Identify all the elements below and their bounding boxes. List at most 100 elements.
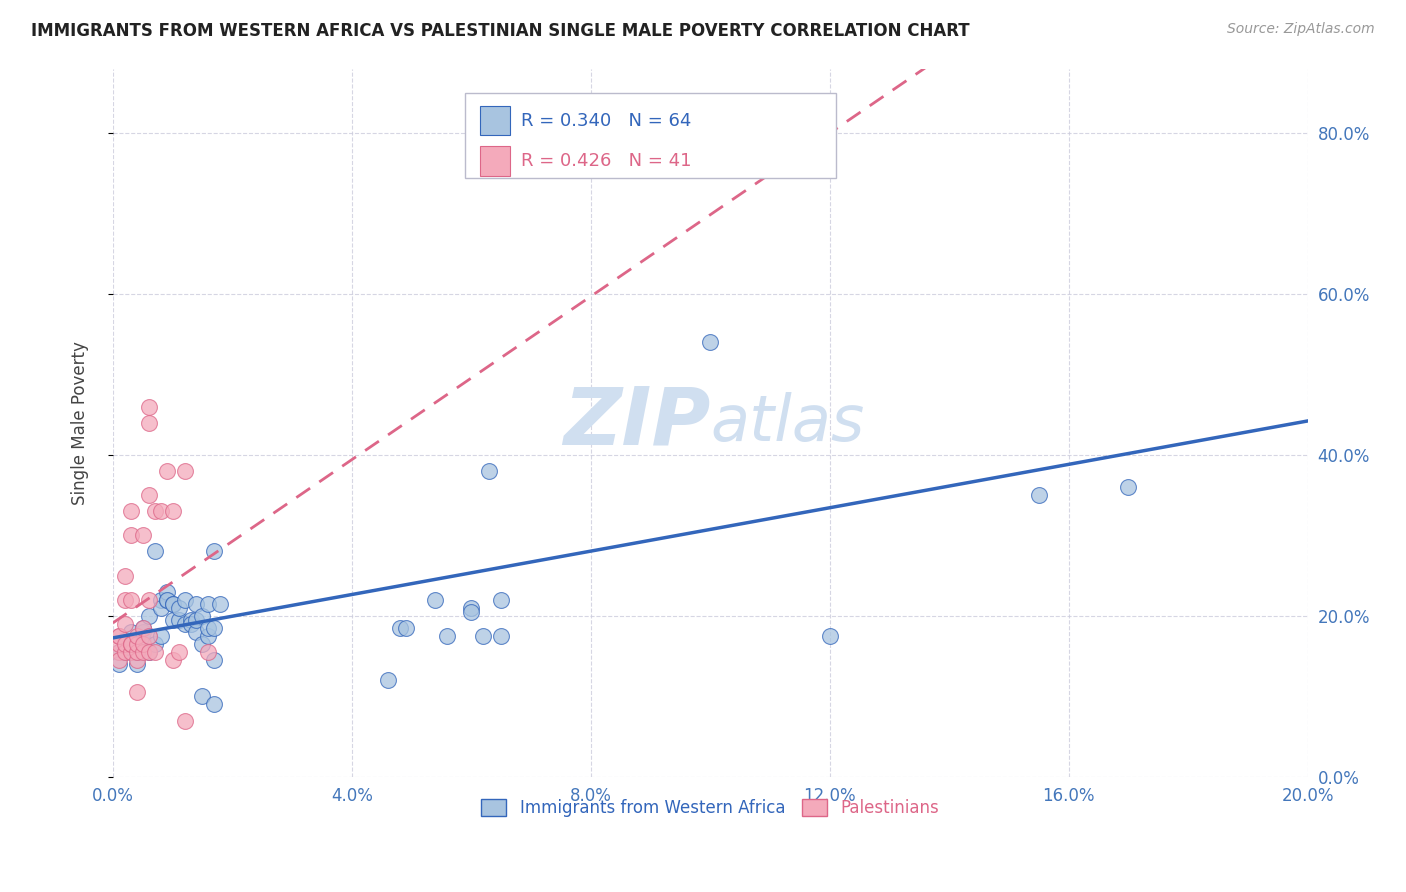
Point (108, 653, 131, 667)
Point (489, 592, 512, 607)
Point (138, 608, 160, 623)
Point (108, 645, 131, 659)
Point (120, 528, 142, 542)
Point (162, 597, 184, 611)
Y-axis label: Single Male Poverty: Single Male Poverty (72, 341, 89, 505)
Point (197, 621, 219, 635)
Point (156, 592, 179, 607)
Point (167, 645, 190, 659)
Point (143, 544, 166, 558)
Point (125, 657, 148, 672)
Point (125, 685, 148, 699)
Point (114, 616, 136, 631)
Point (191, 608, 214, 623)
Point (186, 597, 208, 611)
Point (202, 653, 225, 667)
Point (191, 637, 214, 651)
Point (149, 592, 172, 607)
Text: IMMIGRANTS FROM WESTERN AFRICA VS PALESTINIAN SINGLE MALE POVERTY CORRELATION CH: IMMIGRANTS FROM WESTERN AFRICA VS PALEST… (31, 22, 970, 40)
Point (197, 629, 219, 643)
Point (472, 629, 495, 643)
Point (489, 629, 512, 643)
Point (699, 335, 721, 350)
Point (138, 488, 160, 502)
Point (138, 400, 160, 414)
Point (132, 528, 155, 542)
Point (132, 624, 155, 639)
Point (108, 629, 131, 643)
Point (120, 637, 142, 651)
Point (202, 698, 225, 712)
Point (114, 637, 136, 651)
Point (132, 637, 155, 651)
Point (120, 624, 142, 639)
Point (191, 690, 214, 704)
Point (186, 624, 208, 639)
Point (138, 629, 160, 643)
Point (138, 416, 160, 430)
FancyBboxPatch shape (479, 146, 509, 177)
Text: ZIP: ZIP (562, 384, 710, 462)
Point (125, 645, 148, 659)
Point (138, 645, 160, 659)
Point (108, 657, 131, 672)
Point (173, 592, 195, 607)
Point (186, 613, 208, 627)
Point (377, 673, 399, 688)
Point (138, 592, 160, 607)
Point (180, 616, 202, 631)
Point (436, 629, 458, 643)
Point (138, 645, 160, 659)
Point (149, 504, 172, 518)
Point (125, 653, 148, 667)
Point (114, 637, 136, 651)
Point (520, 158, 543, 172)
Text: Source: ZipAtlas.com: Source: ZipAtlas.com (1227, 22, 1375, 37)
Point (1118, 480, 1140, 494)
Point (425, 592, 447, 607)
Point (132, 621, 155, 635)
Legend: Immigrants from Western Africa, Palestinians: Immigrants from Western Africa, Palestin… (474, 790, 948, 825)
Point (120, 641, 142, 656)
Point (120, 637, 142, 651)
Point (167, 613, 190, 627)
Point (180, 613, 202, 627)
Point (120, 592, 142, 607)
Text: R = 0.426   N = 41: R = 0.426 N = 41 (522, 153, 692, 170)
Point (138, 629, 160, 643)
Point (114, 633, 136, 648)
Point (202, 544, 225, 558)
Point (114, 568, 136, 582)
Point (388, 621, 411, 635)
Point (143, 637, 166, 651)
Point (460, 600, 482, 615)
Point (125, 645, 148, 659)
Point (143, 645, 166, 659)
Point (120, 645, 142, 659)
Point (173, 616, 195, 631)
Point (209, 597, 232, 611)
Point (114, 592, 136, 607)
Point (1028, 488, 1050, 502)
FancyBboxPatch shape (479, 105, 509, 136)
Point (132, 633, 155, 648)
Point (143, 504, 166, 518)
Point (132, 645, 155, 659)
Point (156, 464, 179, 478)
Point (197, 645, 219, 659)
Text: atlas: atlas (710, 392, 865, 454)
FancyBboxPatch shape (465, 94, 835, 178)
Point (108, 645, 131, 659)
Point (149, 600, 172, 615)
Point (156, 584, 179, 599)
Point (114, 645, 136, 659)
Point (162, 653, 184, 667)
Point (818, 629, 841, 643)
Point (125, 637, 148, 651)
Point (162, 597, 184, 611)
Point (120, 645, 142, 659)
Point (114, 645, 136, 659)
Point (173, 464, 195, 478)
Point (125, 637, 148, 651)
Point (125, 629, 148, 643)
